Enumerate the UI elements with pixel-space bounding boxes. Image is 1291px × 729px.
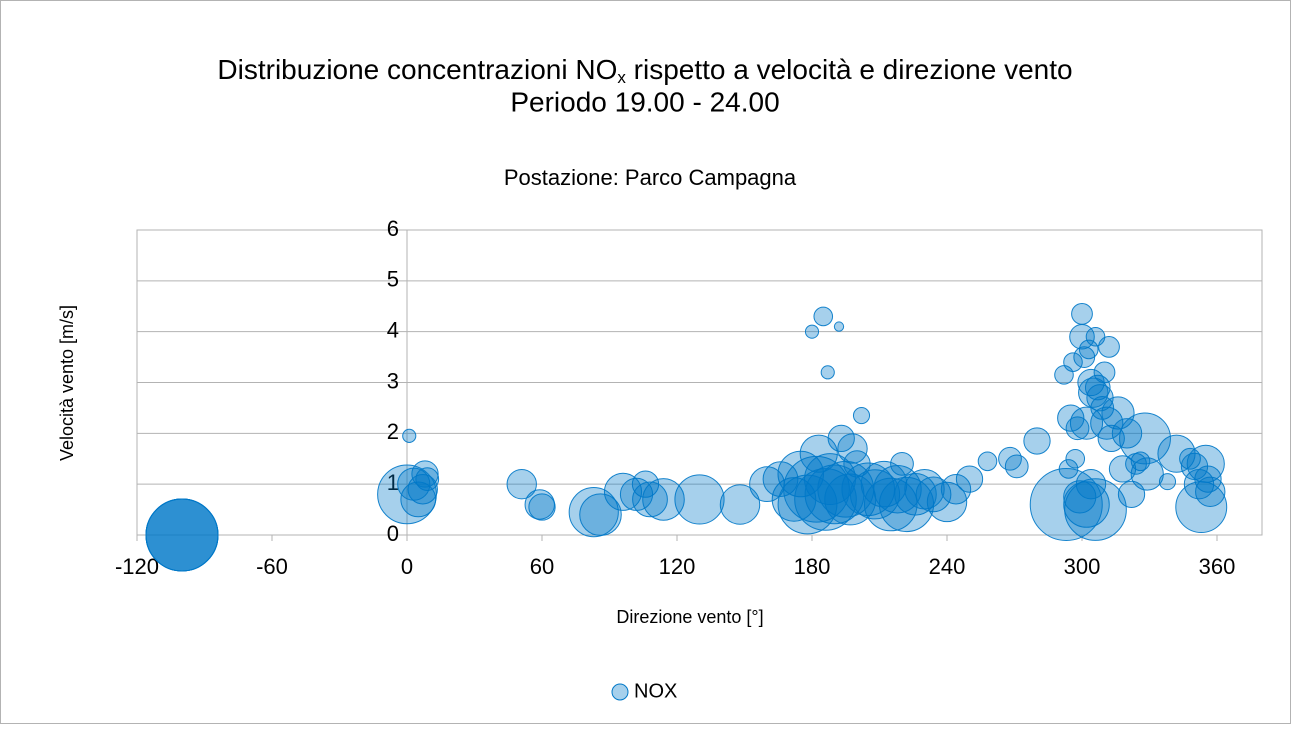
x-tick-label: 120 — [659, 554, 696, 579]
bubble — [1004, 454, 1029, 479]
legend-marker — [611, 683, 629, 701]
bubble — [1069, 406, 1104, 440]
legend-label: NOX — [634, 680, 677, 702]
bubble — [579, 493, 622, 536]
bubble — [1084, 374, 1111, 401]
x-tick-label: -60 — [256, 554, 288, 579]
bubble — [632, 481, 668, 518]
bubble — [407, 474, 438, 505]
bubble — [1063, 481, 1110, 528]
bubble — [1023, 427, 1051, 455]
bubble — [820, 365, 835, 380]
bubble — [926, 481, 968, 523]
chart-title-line2: Periodo 19.00 - 24.00 — [510, 86, 779, 117]
bubble — [1075, 468, 1107, 500]
bubble — [1130, 451, 1151, 472]
y-tick-label: 0 — [387, 521, 399, 546]
bubble — [411, 460, 439, 488]
x-tick-label: 240 — [929, 554, 966, 579]
bubble — [528, 493, 556, 521]
title-subscript: x — [617, 68, 626, 87]
x-tick-label: 180 — [794, 554, 831, 579]
bubble — [863, 477, 918, 532]
bubble — [890, 451, 914, 476]
x-tick-label: 360 — [1199, 554, 1236, 579]
chart-title: Distribuzione concentrazioni NOx rispett… — [217, 54, 1072, 87]
bubble — [1058, 459, 1079, 479]
bubble — [1158, 473, 1177, 491]
bubble — [719, 484, 761, 525]
bubble — [852, 406, 871, 425]
bubble — [777, 474, 838, 535]
bubble — [674, 474, 725, 525]
bubble — [841, 462, 896, 517]
bubble — [402, 428, 417, 443]
x-axis-label: Direzione vento [°] — [616, 607, 763, 627]
bubble — [642, 478, 685, 521]
bubble — [1194, 465, 1222, 493]
bubble — [1065, 448, 1086, 469]
y-tick-label: 5 — [387, 267, 399, 292]
y-tick-label: 6 — [387, 216, 399, 241]
bubble — [506, 468, 537, 500]
bubble — [833, 321, 845, 332]
y-tick-label: 3 — [387, 368, 399, 393]
bubble — [1063, 480, 1097, 514]
bubble — [940, 474, 972, 505]
bubble — [1064, 478, 1127, 541]
x-tick-label: 60 — [530, 554, 554, 579]
bubble — [1130, 457, 1164, 491]
chart-subtitle: Postazione: Parco Campagna — [504, 165, 797, 190]
x-tick-label: -120 — [115, 554, 159, 579]
bubble — [998, 446, 1022, 471]
bubble — [783, 455, 850, 523]
bubble — [1090, 406, 1124, 440]
x-tick-label: 300 — [1064, 554, 1101, 579]
y-tick-label: 1 — [387, 470, 399, 495]
bubble — [1063, 352, 1083, 372]
bubble — [1078, 339, 1099, 360]
y-tick-label: 2 — [387, 419, 399, 444]
y-tick-label: 4 — [387, 317, 399, 342]
x-tick-label: 0 — [401, 554, 413, 579]
bubble — [813, 306, 834, 327]
bubble — [799, 434, 838, 473]
y-axis-label: Velocità vento [m/s] — [57, 305, 77, 461]
bubble — [794, 468, 857, 531]
bubble — [1098, 336, 1120, 358]
bubble — [1195, 476, 1226, 507]
bubble — [837, 433, 868, 464]
bubble — [1029, 468, 1103, 541]
bubble — [415, 467, 440, 491]
bubble — [955, 465, 984, 493]
bubble — [1065, 416, 1090, 441]
title-rest: rispetto a velocità e direzione vento — [626, 54, 1073, 85]
bubble — [1071, 302, 1093, 325]
bubble — [1093, 361, 1116, 384]
title-main: Distribuzione concentrazioni NO — [217, 54, 617, 85]
bubble — [977, 451, 998, 472]
bubble — [804, 324, 820, 339]
bubble — [145, 498, 219, 572]
